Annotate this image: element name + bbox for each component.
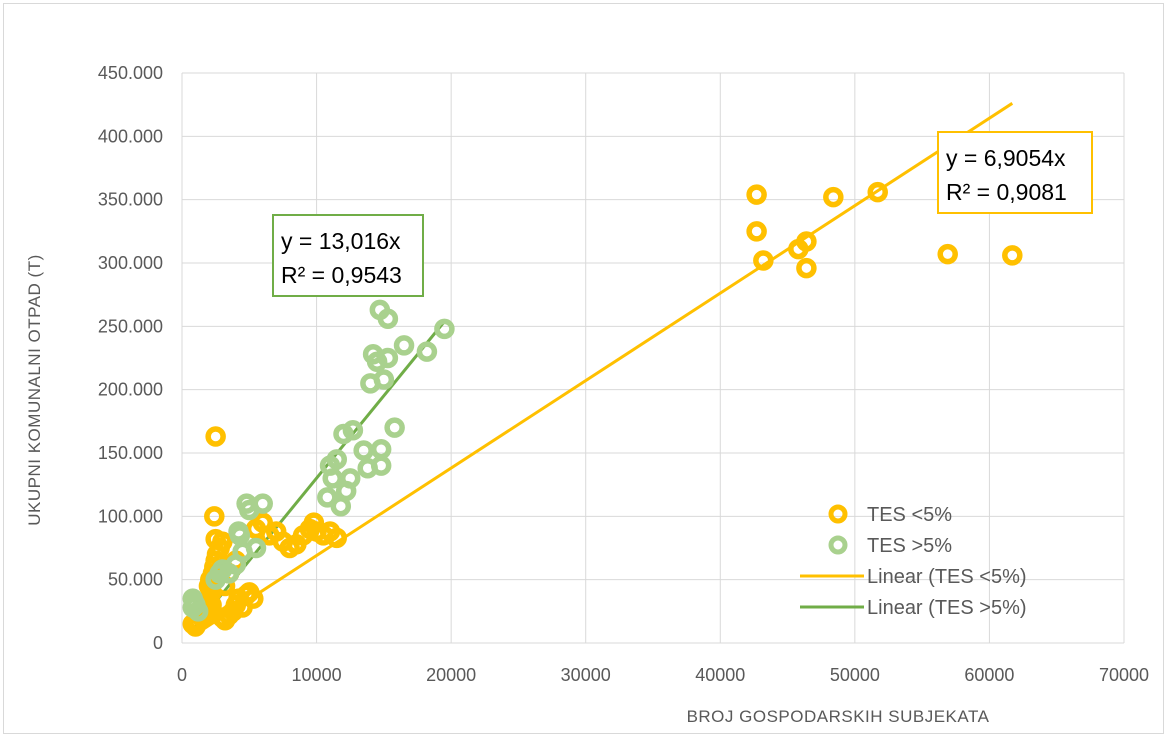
y-tick-label: 0 bbox=[153, 633, 163, 653]
data-point-tes-lt5 bbox=[243, 588, 264, 609]
y-tick-label: 250.000 bbox=[98, 316, 163, 336]
data-point-tes-gt5 bbox=[187, 601, 209, 622]
y-tick-label: 100.000 bbox=[98, 506, 163, 526]
x-tick-label: 50000 bbox=[830, 665, 880, 685]
legend-item-tes-gt5: TES >5% bbox=[828, 535, 952, 557]
legend-label-linear-tes-lt5: Linear (TES <5%) bbox=[867, 566, 1027, 588]
data-point-tes-gt5 bbox=[326, 449, 348, 470]
data-point-tes-lt5 bbox=[326, 527, 348, 549]
data-point-tes-lt5 bbox=[937, 243, 958, 265]
legend-marker-tes-lt5 bbox=[828, 504, 848, 524]
legend-label-tes-gt5: TES >5% bbox=[867, 535, 952, 557]
y-tick-label: 50.000 bbox=[108, 570, 163, 590]
data-point-tes-lt5 bbox=[867, 181, 888, 203]
data-point-tes-lt5 bbox=[1002, 245, 1023, 266]
tick-labels: 0 50.000 100.000 150.000 200.000 250.000 300.0… bbox=[98, 63, 1149, 685]
data-point-tes-gt5 bbox=[353, 440, 374, 461]
trendline-label-tes-lt5: y = 6,9054x R² = 0,9081 bbox=[937, 131, 1093, 214]
x-tick-label: 60000 bbox=[964, 665, 1014, 685]
data-point-tes-gt5 bbox=[377, 308, 399, 329]
legend-label-tes-lt5: TES <5% bbox=[867, 504, 952, 526]
data-points bbox=[182, 181, 1023, 637]
data-point-tes-gt5 bbox=[370, 455, 392, 476]
data-point-tes-lt5 bbox=[205, 528, 226, 550]
data-point-tes-gt5 bbox=[370, 438, 392, 460]
trendline-label-box-tes-gt5 bbox=[272, 214, 424, 297]
data-point-tes-gt5 bbox=[317, 487, 338, 508]
data-point-tes-lt5 bbox=[753, 250, 774, 271]
trendline-equation-tes-gt5: y = 13,016x bbox=[281, 228, 401, 254]
x-tick-label: 30000 bbox=[561, 665, 611, 685]
data-point-tes-gt5 bbox=[229, 525, 251, 546]
data-point-tes-lt5 bbox=[796, 257, 817, 279]
y-tick-label: 200.000 bbox=[98, 380, 163, 400]
legend-item-linear-tes-lt5: Linear (TES <5%) bbox=[800, 566, 1027, 588]
x-tick-label: 10000 bbox=[292, 665, 342, 685]
data-point-tes-lt5 bbox=[746, 221, 767, 242]
data-point-tes-gt5 bbox=[377, 347, 399, 369]
x-tick-label: 40000 bbox=[695, 665, 745, 685]
legend-marker-tes-gt5 bbox=[828, 535, 848, 555]
data-point-tes-lt5 bbox=[823, 186, 844, 208]
data-point-tes-lt5 bbox=[746, 184, 767, 205]
data-point-tes-gt5 bbox=[252, 493, 273, 514]
trendline-equation-tes-lt5: y = 6,9054x bbox=[946, 145, 1066, 171]
y-axis-title: UKUPNI KOMUNALNI OTPAD (T) bbox=[25, 254, 44, 525]
legend: TES <5% TES >5% Linear (TES <5%) Linear … bbox=[800, 504, 1027, 619]
data-point-tes-gt5 bbox=[373, 369, 395, 390]
x-tick-label: 70000 bbox=[1099, 665, 1149, 685]
data-point-tes-lt5 bbox=[205, 426, 226, 447]
trendline-r2-tes-gt5: R² = 0,9543 bbox=[281, 262, 402, 288]
axes bbox=[181, 73, 1124, 644]
y-tick-label: 350.000 bbox=[98, 190, 163, 210]
y-tick-label: 150.000 bbox=[98, 443, 163, 463]
data-point-tes-lt5 bbox=[204, 506, 225, 527]
legend-item-tes-lt5: TES <5% bbox=[828, 504, 952, 526]
trendline-label-tes-gt5: y = 13,016x R² = 0,9543 bbox=[272, 214, 424, 297]
data-point-tes-gt5 bbox=[245, 537, 267, 559]
legend-item-linear-tes-gt5: Linear (TES >5%) bbox=[800, 597, 1027, 619]
x-tick-label: 0 bbox=[177, 665, 187, 685]
data-point-tes-lt5 bbox=[796, 231, 817, 252]
y-tick-label: 400.000 bbox=[98, 126, 163, 146]
data-point-tes-gt5 bbox=[342, 419, 364, 441]
data-point-tes-gt5 bbox=[339, 468, 361, 489]
x-axis-title: BROJ GOSPODARSKIH SUBJEKATA bbox=[687, 707, 990, 726]
legend-label-linear-tes-gt5: Linear (TES >5%) bbox=[867, 597, 1027, 619]
trendline-r2-tes-lt5: R² = 0,9081 bbox=[946, 179, 1067, 205]
trendline-label-box-tes-lt5 bbox=[937, 131, 1093, 214]
data-point-tes-gt5 bbox=[393, 335, 415, 356]
data-point-tes-gt5 bbox=[416, 341, 438, 362]
data-point-tes-gt5 bbox=[384, 417, 405, 438]
x-tick-label: 20000 bbox=[426, 665, 476, 685]
data-point-tes-gt5 bbox=[434, 318, 455, 340]
data-point-tes-gt5 bbox=[322, 468, 343, 489]
y-tick-label: 450.000 bbox=[98, 63, 163, 83]
y-tick-label: 300.000 bbox=[98, 253, 163, 273]
